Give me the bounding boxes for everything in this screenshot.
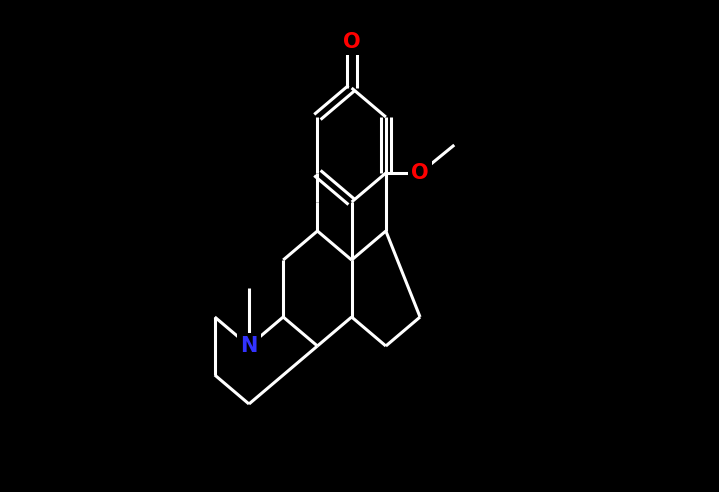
Text: O: O	[343, 32, 360, 52]
Text: N: N	[240, 336, 257, 356]
Text: O: O	[411, 163, 429, 183]
